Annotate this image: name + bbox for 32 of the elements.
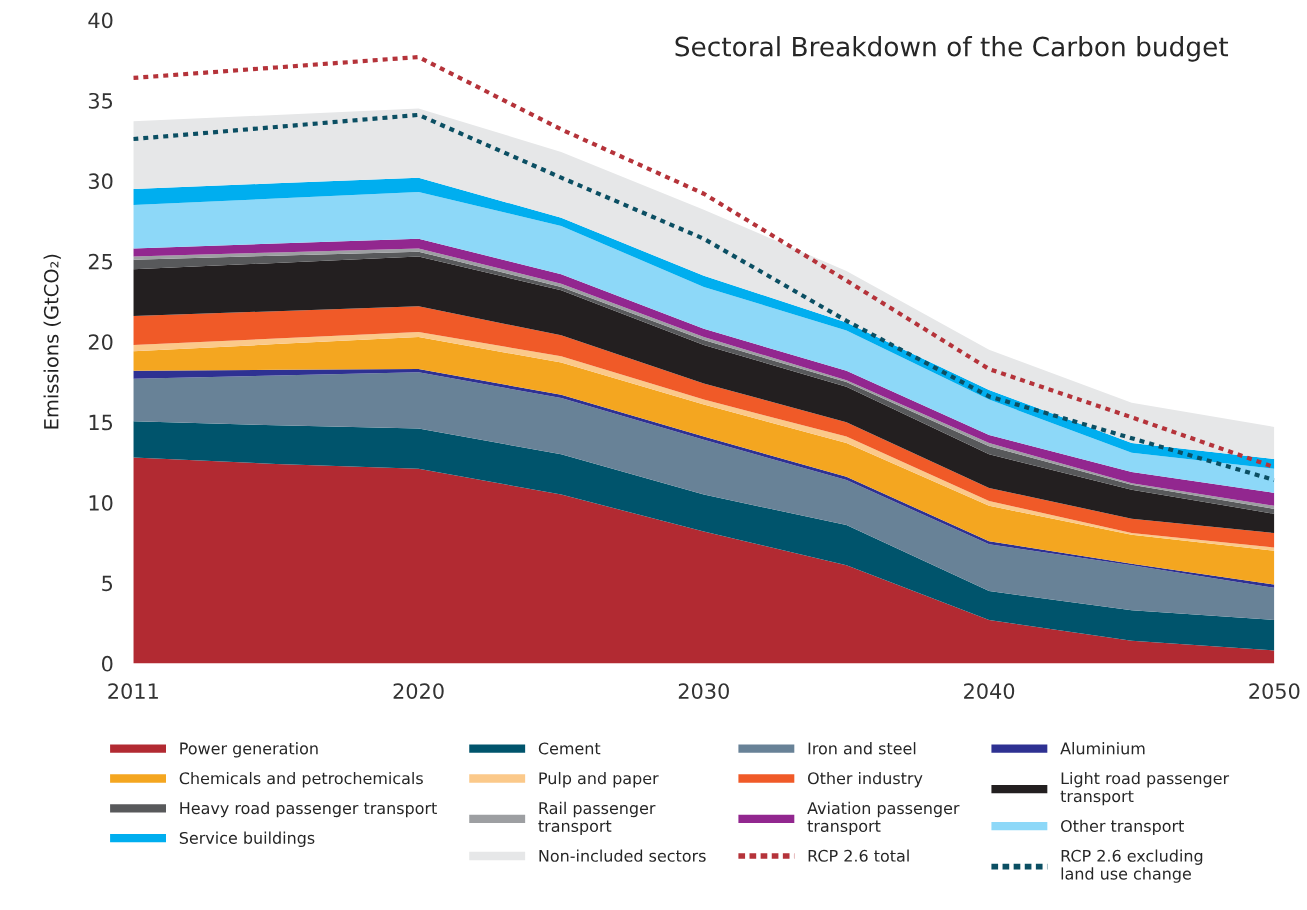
legend-label: Cement	[538, 742, 601, 755]
y-tick-label: 0	[101, 655, 113, 672]
legend-label: Other transport	[1061, 819, 1184, 836]
legend-label: Power generation	[180, 742, 318, 758]
legend-label: Pulp and paper	[539, 771, 659, 788]
text: Sectoral Breakdown of the Carbon budget	[675, 36, 1229, 62]
x-tick-label: 2011	[108, 683, 158, 699]
y-tick-label: 15	[89, 414, 113, 431]
y-tick-label: 30	[88, 173, 113, 190]
legend-label: RCP 2.6 excluding land use change	[1061, 849, 1203, 883]
y-tick-label: 10	[89, 495, 113, 511]
y-tick-label: 25	[88, 253, 113, 270]
x-tick-label: 2030	[678, 683, 729, 699]
legend-label: Iron and steel	[808, 742, 916, 755]
legend-label: Light road passenger transport	[1060, 771, 1230, 806]
x-tick-label: 2040	[964, 683, 1015, 699]
legend-label: Non-included sectors	[539, 849, 706, 862]
legend-label: Aviation passenger transport	[807, 801, 960, 836]
x-tick-label: 2050	[1249, 683, 1300, 699]
y-tick-label: 40	[88, 12, 113, 29]
legend-label: Rail passenger transport	[538, 801, 656, 836]
y-tick-label: 20	[88, 334, 113, 350]
legend-label: Other industry	[807, 771, 923, 788]
y-tick-label: 35	[88, 92, 113, 109]
legend-label: Aluminium	[1060, 742, 1145, 755]
legend-label: Service buildings	[179, 831, 315, 848]
legend-label: RCP 2.6 total	[808, 849, 909, 862]
legend-label: Heavy road passenger transport	[180, 801, 437, 818]
legend-label: Chemicals and petrochemicals	[179, 771, 423, 788]
x-tick-label: 2020	[393, 683, 444, 699]
y-axis-title: Emissions (GtCO₂)	[43, 254, 61, 429]
y-tick-label: 5	[102, 575, 113, 592]
